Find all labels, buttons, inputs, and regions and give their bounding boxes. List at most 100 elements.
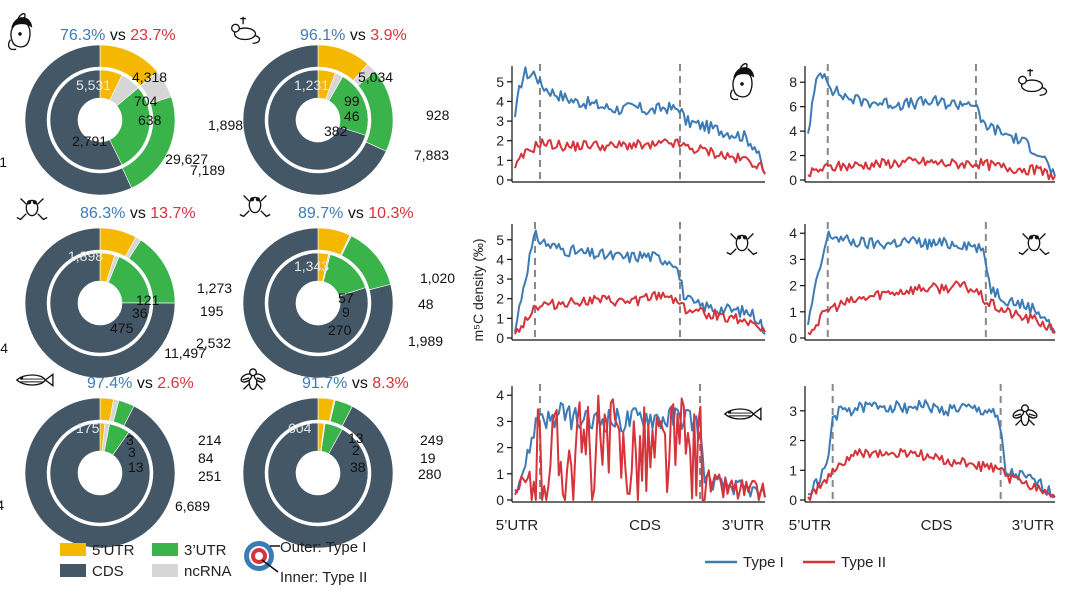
small-frog-icon [726,233,758,256]
line-6-ytick-label: 0 [789,492,797,508]
donut-4-inner-label-cds: 1,343 [294,258,329,274]
donut-4-inner-label-utr5: 57 [338,290,354,306]
line-3-ytick-label: 1 [496,310,504,326]
donut-5-inner-label-cds: 175 [76,420,100,436]
xtick-3utr: 3’UTR [722,517,765,534]
zebrafish-icon [15,372,54,388]
line-3-series-type1 [514,229,766,335]
legend-label-type2: Type II [841,554,886,571]
donut-4-vs: vs [343,205,368,222]
donut-6-outer-label-cds: 6,689 [175,498,210,514]
line-5-ytick-label: 1 [496,466,504,482]
donut-3-vs: vs [125,205,150,222]
line-chart-2: 0 2 4 6 8 [789,64,1056,188]
donut-3-outer-label-utr5: 1,273 [197,280,232,296]
donut-chart-1: 76.3% vs 23.7% 4,318 1,898 7,189 17,701 704 63… [0,13,243,196]
line-2-ytick-label: 2 [789,148,797,164]
nested-ring-icon [244,541,280,573]
line-1-ytick-label: 5 [496,74,504,90]
legend-label-cds: CDS [92,563,124,580]
human-icon [729,63,755,101]
donut-3-inner-label-ncrna: 36 [132,305,148,321]
donut-4-inner-label-ncrna: 9 [342,304,350,320]
line-2-series-type1 [807,72,1056,177]
xtick-5utr: 5’UTR [496,517,539,534]
donut-2-inner-label-cds: 1,231 [294,77,329,93]
donut-2-inner-label-ncrna: 46 [344,108,360,124]
donut-5-ring-gap [46,419,154,527]
donut-5-inner-label-utr5: 3 [126,432,134,448]
legend-swatch-cds [60,564,86,577]
donut-1-pct-type1: 76.3% [60,27,105,44]
donut-4-pct-type2: 10.3% [368,205,413,222]
donut-6-vs: vs [347,375,372,392]
donut-3-pct-type2: 13.7% [150,205,195,222]
donut-3-outer-label-utr3: 2,532 [196,335,231,351]
line-2-series-type2 [807,156,1056,181]
legend-swatch-ncrna [152,564,178,577]
donut-5-inner-label-ncrna: 3 [128,444,136,460]
donut-1-inner-slice-utr3 [109,87,151,166]
line-5-series-type2 [514,394,766,501]
donut-5-pct-type2: 2.6% [157,375,193,392]
line-xticks-1: 5’UTR CDS 3’UTR [496,517,765,534]
donut-3-header: 86.3% vs 13.7% [80,205,196,222]
donut-1-inner-label-cds: 5,531 [76,77,111,93]
legend-label-type1: Type I [743,554,784,571]
line-6-ytick-label: 1 [789,462,797,478]
donut-5-header: 97.4% vs 2.6% [87,375,194,392]
donut-1-outer-label-utr5: 4,318 [132,69,167,85]
line-4-ytick-label: 4 [789,225,797,241]
donut-1-header: 76.3% vs 23.7% [60,27,176,44]
line-4-series-type2 [807,280,1056,336]
line-chart-1: 0 1 2 3 4 5 [496,63,766,188]
line-3-series-type2 [514,290,766,335]
mouse-icon [231,16,261,44]
donut-1-ring-gap [46,66,154,174]
donut-2-pct-type2: 3.9% [370,27,406,44]
donut-5-outer-label-utr5: 214 [198,432,222,448]
legend-inner-label: Inner: Type II [280,569,367,586]
line-3-ytick-label: 0 [496,330,504,346]
donut-6-pct-type2: 8.3% [372,375,408,392]
line-2-ytick-label: 6 [789,99,797,115]
frog-icon [239,195,271,218]
donut-1-vs: vs [105,27,130,44]
donut-chart-4: 89.7% vs 10.3% 1,020 48 1,989 11,497 579 270 1,… [164,195,455,379]
donut-2-outer-label-utr5: 5,034 [358,69,393,85]
line-legend: Type I Type II [705,554,886,571]
line-4-ytick-label: 1 [789,304,797,320]
line-4-ytick-label: 3 [789,251,797,267]
donut-chart-3: 86.3% vs 13.7% 1,273 195 2,532 11,994 1213647… [0,198,232,379]
donut-1-inner-label-ncrna: 638 [138,112,162,128]
line-5-ytick-label: 4 [496,387,504,403]
donut-2-inner-label-utr3: 382 [324,123,348,139]
line-ylabel: m⁵C density (‰) [470,238,486,341]
donut-5-outer-label-ncrna: 84 [198,450,214,466]
line-1-ytick-label: 2 [496,133,504,149]
donut-2-ring-gap [264,66,372,174]
line-chart-3: 0 1 2 3 4 5 [496,222,766,346]
line-chart-4: 0 1 2 3 4 [789,222,1056,346]
line-3-ytick-label: 4 [496,251,504,267]
line-3-ytick-label: 2 [496,291,504,307]
donut-4-header: 89.7% vs 10.3% [298,205,414,222]
donut-6-ring-gap [264,419,372,527]
line-4-ytick-label: 2 [789,278,797,294]
xtick-5utr: 5’UTR [789,517,832,534]
donut-3-pct-type1: 86.3% [80,205,125,222]
donut-5-vs: vs [132,375,157,392]
zebrafish-icon [723,406,762,422]
line-1-series-type1 [514,66,766,175]
donut-1-inner-slice-cds [49,69,123,171]
xtick-3utr: 3’UTR [1012,517,1055,534]
donut-4-pct-type1: 89.7% [298,205,343,222]
xtick-cds: CDS [629,517,661,534]
line-4-ytick-label: 0 [789,330,797,346]
line-2-ytick-label: 4 [789,123,797,139]
donut-charts-panel: 76.3% vs 23.7% 4,318 1,898 7,189 17,701 704 63… [0,13,455,549]
donut-6-inner-label-utr5: 13 [348,430,364,446]
